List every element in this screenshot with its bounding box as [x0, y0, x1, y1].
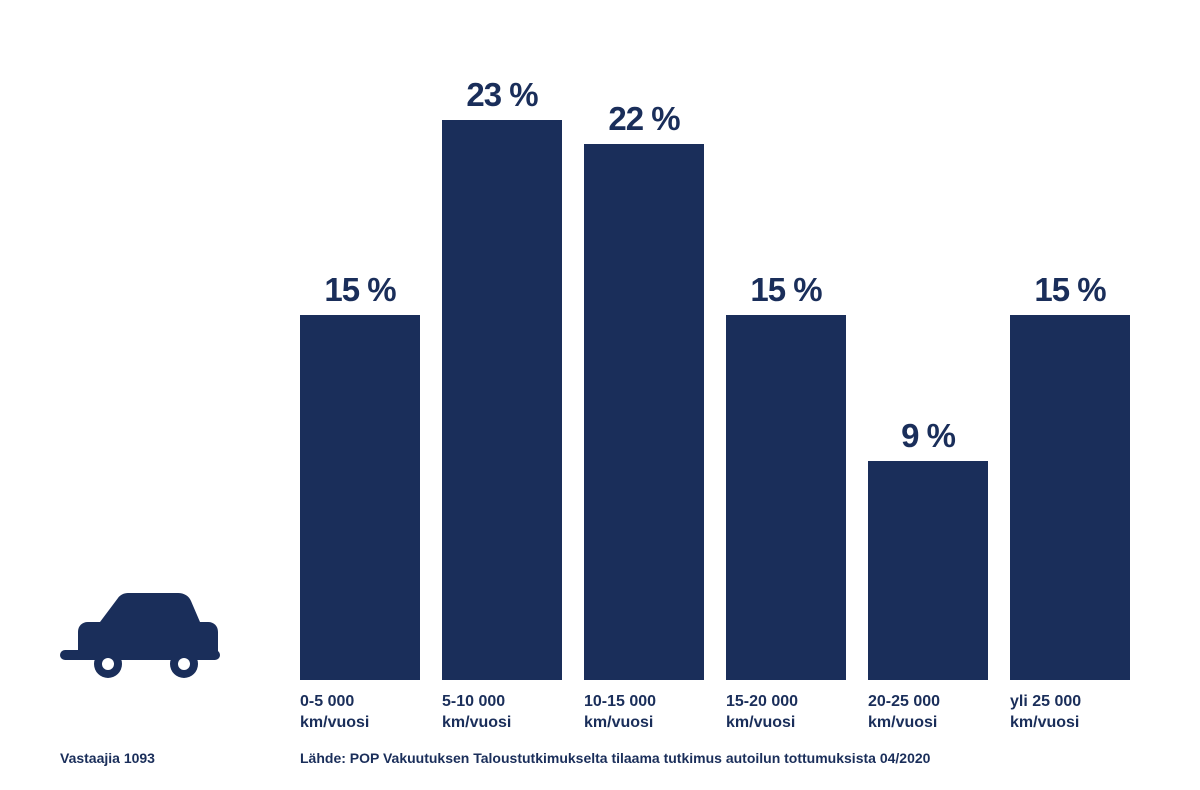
bar-value-label: 22 %	[608, 100, 679, 138]
x-label-line2: km/vuosi	[584, 714, 653, 731]
bar-value-label: 23 %	[466, 76, 537, 114]
bar-value-label: 15 %	[1034, 271, 1105, 309]
bar-value-label: 9 %	[901, 417, 955, 455]
bar	[300, 315, 420, 680]
bar-value-label: 15 %	[324, 271, 395, 309]
bar-group-2: 22 %	[584, 100, 704, 680]
x-label-line1: 5-10 000	[442, 693, 505, 710]
bars-row: 15 % 23 % 22 % 15 % 9 % 15 %	[300, 80, 1160, 680]
bar	[726, 315, 846, 680]
x-label-line2: km/vuosi	[442, 714, 511, 731]
chart-canvas: 15 % 23 % 22 % 15 % 9 % 15 %	[0, 0, 1200, 790]
bar-group-0: 15 %	[300, 271, 420, 680]
x-label-5: yli 25 000 km/vuosi	[1010, 692, 1130, 734]
bar	[868, 461, 988, 680]
x-label-line2: km/vuosi	[1010, 714, 1079, 731]
x-label-line1: 10-15 000	[584, 693, 656, 710]
x-label-line1: 20-25 000	[868, 693, 940, 710]
bar	[584, 144, 704, 680]
bar-chart: 15 % 23 % 22 % 15 % 9 % 15 %	[300, 80, 1160, 680]
x-label-line1: 15-20 000	[726, 693, 798, 710]
bar	[442, 120, 562, 680]
x-axis-labels: 0-5 000 km/vuosi 5-10 000 km/vuosi 10-15…	[300, 692, 1160, 734]
source-label: Lähde: POP Vakuutuksen Taloustutkimuksel…	[300, 750, 930, 766]
bar-group-1: 23 %	[442, 76, 562, 680]
bar-group-5: 15 %	[1010, 271, 1130, 680]
x-label-line2: km/vuosi	[726, 714, 795, 731]
x-label-0: 0-5 000 km/vuosi	[300, 692, 420, 734]
x-label-line1: yli 25 000	[1010, 693, 1081, 710]
bar-group-4: 9 %	[868, 417, 988, 680]
x-label-2: 10-15 000 km/vuosi	[584, 692, 704, 734]
respondents-label: Vastaajia 1093	[60, 750, 155, 766]
x-label-line2: km/vuosi	[300, 714, 369, 731]
bar-group-3: 15 %	[726, 271, 846, 680]
bar-value-label: 15 %	[750, 271, 821, 309]
x-label-line2: km/vuosi	[868, 714, 937, 731]
car-icon	[60, 586, 220, 680]
x-label-4: 20-25 000 km/vuosi	[868, 692, 988, 734]
x-label-3: 15-20 000 km/vuosi	[726, 692, 846, 734]
x-label-line1: 0-5 000	[300, 693, 354, 710]
bar	[1010, 315, 1130, 680]
x-label-1: 5-10 000 km/vuosi	[442, 692, 562, 734]
